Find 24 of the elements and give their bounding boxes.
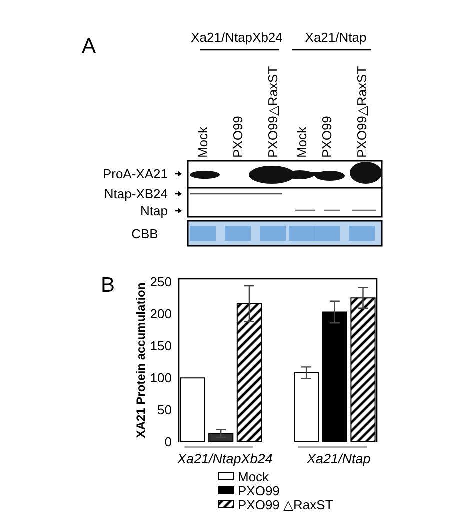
y-tick-label: 50: [158, 402, 172, 418]
text: Ntap: [140, 204, 168, 219]
chart-title: B: [101, 274, 116, 297]
y-tick-label: 250: [150, 274, 172, 290]
text: PXO99△RaxST: [266, 66, 281, 158]
y-axis-title: XA21 Protein accumulation: [134, 282, 148, 438]
text: Mock: [294, 126, 310, 158]
text: Mock: [196, 126, 211, 158]
y-tick-label: 150: [150, 338, 172, 354]
y-tick-label: 100: [150, 370, 172, 386]
text: ProA-XA21: [102, 166, 168, 182]
text: PXO99: [320, 116, 335, 158]
text: PXO99: [230, 116, 246, 158]
legend-label: Mock: [238, 470, 270, 485]
text: Xa21/Ntap: [305, 30, 367, 45]
text: Ntap-XB24: [104, 186, 168, 202]
y-tick-label: 200: [150, 306, 172, 322]
text: Xa21/NtapXb24: [191, 30, 283, 45]
y-tick-label: 0: [164, 434, 172, 450]
text: CBB: [132, 226, 158, 242]
text: PXO99△RaxST: [354, 66, 370, 158]
text: A: [82, 35, 96, 58]
legend-label: PXO99: [238, 484, 280, 499]
legend-label: PXO99 △RaxST: [238, 498, 334, 513]
